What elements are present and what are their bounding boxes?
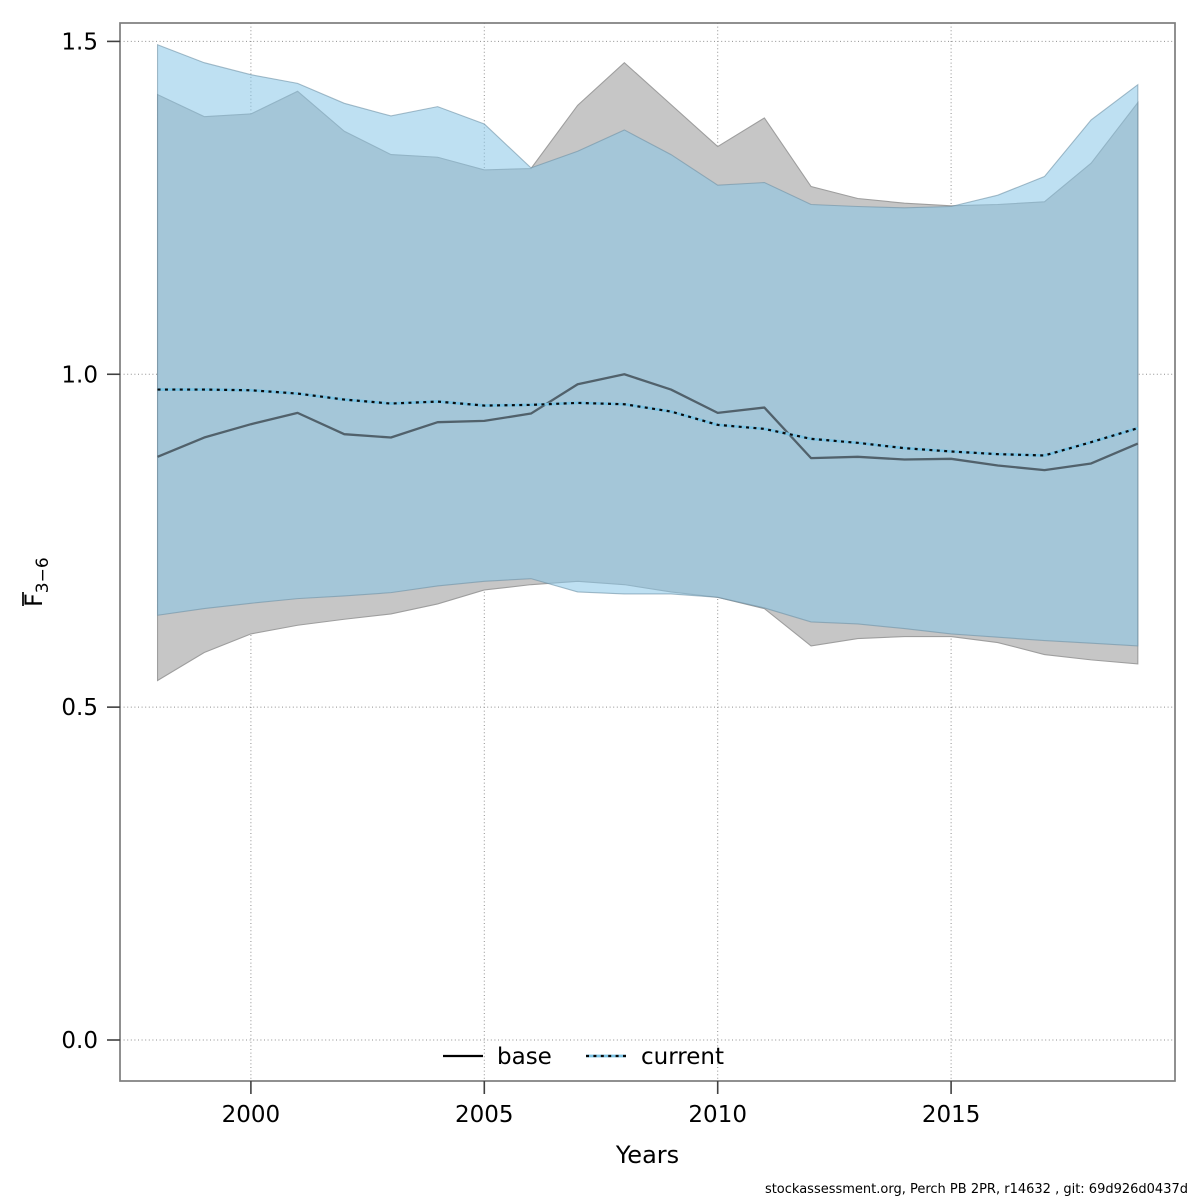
- x-tick-label: 2000: [222, 1102, 281, 1128]
- legend-base-label: base: [497, 1044, 552, 1070]
- legend-item-current: current: [586, 1044, 724, 1070]
- base-line: [157, 373, 1139, 472]
- y-tick-label: 0.0: [61, 1028, 98, 1054]
- x-axis-label: Years: [615, 1141, 679, 1169]
- y-tick-label: 0.5: [61, 695, 98, 721]
- y-axis-label: F3−6: [20, 557, 53, 607]
- x-tick-label: 2010: [688, 1102, 747, 1128]
- x-tick-label: 2005: [455, 1102, 514, 1128]
- legend-item-base: base: [443, 1044, 552, 1070]
- plot-border: [119, 22, 1176, 1082]
- legend-current-label: current: [641, 1044, 724, 1070]
- legend: base current: [443, 1044, 724, 1070]
- y-tick-label: 1.0: [61, 362, 98, 388]
- y-axis-label-text: F3−6: [20, 557, 53, 607]
- x-tick-label: 2015: [922, 1102, 981, 1128]
- current-confidence-band: [156, 43, 1139, 647]
- y-axis: 0.0 0.5 1.0 1.5: [61, 29, 120, 1054]
- x-axis: 2000 2005 2010 2015: [222, 1081, 981, 1128]
- current-line: [157, 388, 1139, 457]
- caption-stockassessment: stockassessment.org, Perch PB 2PR, r1463…: [765, 1182, 1188, 1197]
- y-tick-label: 1.5: [61, 29, 98, 55]
